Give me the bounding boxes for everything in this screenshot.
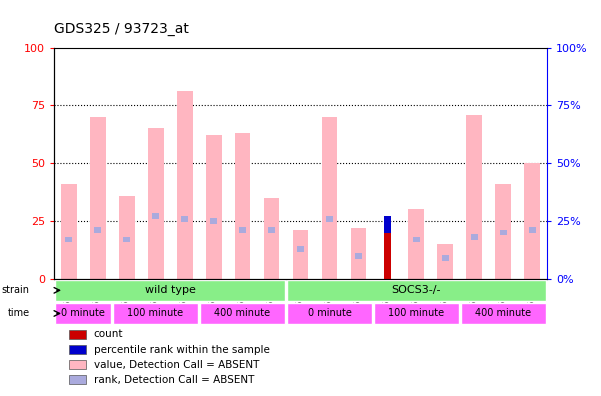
- Bar: [442, 255, 449, 261]
- Bar: [123, 236, 130, 242]
- Bar: [322, 117, 338, 279]
- Text: strain: strain: [1, 286, 29, 295]
- Bar: [384, 232, 391, 279]
- Bar: [268, 227, 275, 233]
- Bar: [118, 196, 135, 279]
- Bar: [69, 375, 86, 384]
- Bar: [293, 230, 308, 279]
- Bar: [374, 303, 459, 324]
- Bar: [239, 227, 246, 233]
- Bar: [94, 227, 101, 233]
- Bar: [525, 163, 540, 279]
- Text: 100 minute: 100 minute: [127, 308, 184, 318]
- Bar: [206, 135, 222, 279]
- Bar: [112, 303, 198, 324]
- Bar: [210, 218, 217, 224]
- Bar: [495, 184, 511, 279]
- Bar: [200, 303, 285, 324]
- Bar: [350, 228, 367, 279]
- Bar: [460, 303, 546, 324]
- Bar: [181, 216, 188, 221]
- Bar: [234, 133, 251, 279]
- Text: value, Detection Call = ABSENT: value, Detection Call = ABSENT: [94, 360, 259, 370]
- Bar: [287, 280, 546, 301]
- Text: 100 minute: 100 minute: [388, 308, 445, 318]
- Bar: [471, 234, 478, 240]
- Text: wild type: wild type: [145, 286, 195, 295]
- Bar: [263, 198, 279, 279]
- Bar: [466, 114, 483, 279]
- Bar: [413, 236, 420, 242]
- Bar: [148, 128, 163, 279]
- Text: 0 minute: 0 minute: [308, 308, 352, 318]
- Bar: [177, 91, 192, 279]
- Bar: [69, 360, 86, 369]
- Text: 0 minute: 0 minute: [61, 308, 105, 318]
- Bar: [55, 303, 112, 324]
- Text: GDS325 / 93723_at: GDS325 / 93723_at: [54, 22, 189, 36]
- Text: SOCS3-/-: SOCS3-/-: [392, 286, 441, 295]
- Bar: [65, 236, 72, 242]
- Bar: [297, 246, 304, 251]
- Bar: [409, 209, 424, 279]
- Bar: [55, 280, 285, 301]
- Bar: [152, 213, 159, 219]
- Bar: [529, 227, 536, 233]
- Bar: [384, 216, 391, 232]
- Text: rank, Detection Call = ABSENT: rank, Detection Call = ABSENT: [94, 375, 254, 385]
- Text: percentile rank within the sample: percentile rank within the sample: [94, 345, 269, 354]
- Bar: [90, 117, 106, 279]
- Bar: [287, 303, 373, 324]
- Bar: [61, 184, 76, 279]
- Bar: [326, 216, 333, 221]
- Text: time: time: [7, 308, 29, 318]
- Bar: [355, 253, 362, 259]
- Text: count: count: [94, 329, 123, 339]
- Bar: [500, 230, 507, 235]
- Bar: [69, 330, 86, 339]
- Bar: [438, 244, 453, 279]
- Bar: [69, 345, 86, 354]
- Text: 400 minute: 400 minute: [475, 308, 531, 318]
- Text: 400 minute: 400 minute: [215, 308, 270, 318]
